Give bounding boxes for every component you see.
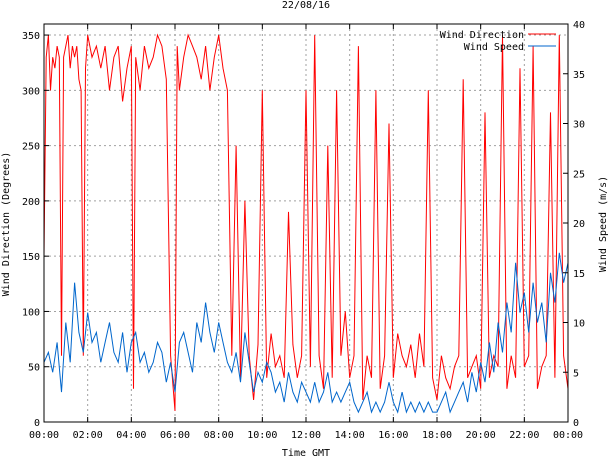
wind-speed-line: [43, 252, 569, 414]
right-y-tick-label: 15: [573, 269, 585, 280]
chart-title: 22/08/16: [282, 0, 330, 11]
left-y-tick-label: 150: [22, 252, 40, 263]
right-y-tick-label: 0: [573, 418, 579, 429]
x-tick-label: 12:00: [291, 430, 321, 441]
left-y-tick-label: 300: [22, 86, 40, 97]
right-y-tick-label: 10: [573, 319, 585, 330]
x-tick-label: 20:00: [466, 430, 496, 441]
right-y-tick-label: 30: [573, 120, 585, 131]
x-tick-label: 04:00: [116, 430, 146, 441]
left-y-axis-ticks: 0 50 100 150 200 250 300 350: [22, 31, 49, 429]
left-y-axis-label: Wind Direction (Degrees): [1, 152, 12, 297]
x-tick-label: 16:00: [378, 430, 408, 441]
x-tick-label: 10:00: [247, 430, 277, 441]
right-y-tick-label: 25: [573, 169, 585, 180]
left-y-tick-label: 350: [22, 31, 40, 42]
right-y-axis-ticks: 0 5 10 15 20 25 30 35 40: [563, 20, 585, 429]
left-y-tick-label: 100: [22, 307, 40, 318]
wind-speed-series: [43, 252, 569, 414]
x-tick-label: 08:00: [204, 430, 234, 441]
right-y-axis-label: Wind Speed (m/s): [598, 176, 609, 272]
left-y-tick-label: 250: [22, 142, 40, 153]
x-tick-label: 06:00: [160, 430, 190, 441]
right-y-tick-label: 40: [573, 20, 585, 31]
right-y-tick-label: 20: [573, 219, 585, 230]
right-y-tick-label: 5: [573, 368, 579, 379]
left-y-tick-label: 50: [28, 363, 40, 374]
x-tick-label: 00:00: [553, 430, 583, 441]
x-tick-label: 02:00: [73, 430, 103, 441]
wind-direction-series: [43, 33, 569, 411]
wind-direction-line: [43, 33, 569, 411]
x-tick-label: 22:00: [509, 430, 539, 441]
x-tick-label: 00:00: [29, 430, 59, 441]
x-axis-ticks: 00:00 02:00 04:00 06:00 08:00 10:00 12:00 14:00…: [29, 24, 583, 441]
x-tick-label: 18:00: [422, 430, 452, 441]
legend-label-wind-speed: Wind Speed: [464, 42, 524, 53]
x-axis-label: Time GMT: [282, 448, 330, 459]
left-y-tick-label: 0: [34, 418, 40, 429]
right-y-tick-label: 35: [573, 70, 585, 81]
legend: Wind Direction Wind Speed: [440, 30, 556, 53]
x-tick-label: 14:00: [335, 430, 365, 441]
left-y-tick-label: 200: [22, 197, 40, 208]
legend-label-wind-direction: Wind Direction: [440, 30, 524, 41]
